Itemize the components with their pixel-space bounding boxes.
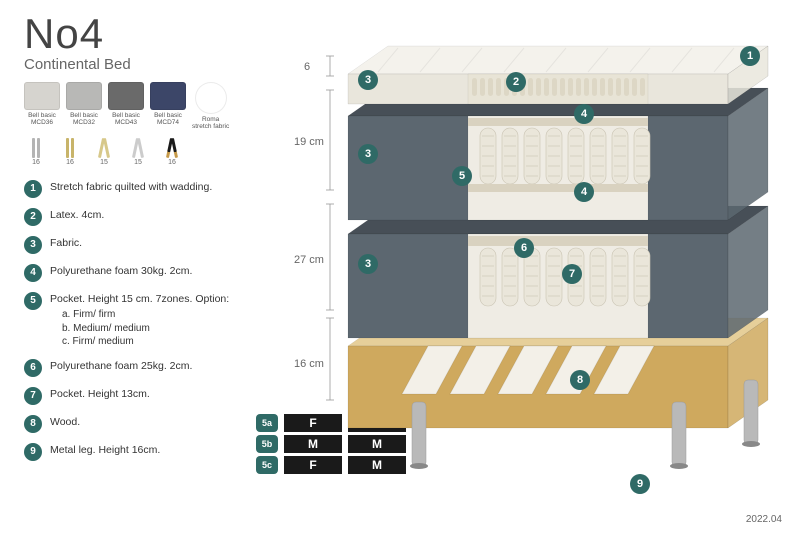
dim-label: 16 cm	[294, 358, 324, 370]
leg-icon	[160, 132, 184, 158]
legend-bullet: 8	[24, 415, 42, 433]
product-subtitle: Continental Bed	[24, 56, 131, 73]
legend-item: 8Wood.	[24, 415, 274, 433]
leg-option: 15	[92, 132, 116, 166]
revision-date: 2022.04	[746, 514, 782, 525]
firmness-key: 5c	[256, 456, 278, 474]
leg-icon	[92, 132, 116, 158]
dim-label: 19 cm	[294, 136, 324, 148]
swatch-chip	[66, 82, 102, 110]
legend-bullet: 7	[24, 387, 42, 405]
legend-item: 1Stretch fabric quilted with wadding.	[24, 180, 274, 198]
legend-item: 7Pocket. Height 13cm.	[24, 387, 274, 405]
leg-option: 16	[58, 132, 82, 166]
swatch: Bell basicMCD32	[66, 82, 102, 130]
callout-bubble: 4	[574, 104, 594, 124]
swatch-chip	[108, 82, 144, 110]
callout-bubble: 3	[358, 254, 378, 274]
swatch-chip	[195, 82, 227, 114]
legend-bullet: 9	[24, 443, 42, 461]
dim-label: 6	[304, 61, 310, 73]
leg-option: 16	[160, 132, 184, 166]
fabric-swatches: Bell basicMCD36Bell basicMCD32Bell basic…	[24, 82, 229, 130]
dim-label: 27 cm	[294, 254, 324, 266]
callout-bubble: 1	[740, 46, 760, 66]
firmness-key: 5a	[256, 414, 278, 432]
callout-bubble: 8	[570, 370, 590, 390]
callout-bubble: 5	[452, 166, 472, 186]
leg-options: 16 16 15 15 16	[24, 132, 184, 166]
legend-item: 5Pocket. Height 15 cm. 7zones. Option:a.…	[24, 292, 274, 349]
callout-bubble: 2	[506, 72, 526, 92]
leg-icon	[58, 132, 82, 158]
callout-bubble: 6	[514, 238, 534, 258]
leg-icon	[24, 132, 48, 158]
swatch: Bell basicMCD36	[24, 82, 60, 130]
callout-bubble: 7	[562, 264, 582, 284]
legend-item: 9Metal leg. Height 16cm.	[24, 443, 274, 461]
materials-legend: 1Stretch fabric quilted with wadding. 2La…	[24, 180, 274, 471]
swatch: Bell basicMCD74	[150, 82, 186, 130]
swatch: Romastretch fabric	[192, 82, 229, 130]
swatch-chip	[150, 82, 186, 110]
firmness-key: 5b	[256, 435, 278, 453]
legend-bullet: 1	[24, 180, 42, 198]
leg-icon	[126, 132, 150, 158]
callout-bubble: 3	[358, 144, 378, 164]
legend-bullet: 2	[24, 208, 42, 226]
legend-bullet: 3	[24, 236, 42, 254]
product-title: No4	[24, 10, 131, 58]
callout-bubble: 3	[358, 70, 378, 90]
callout-bubble: 9	[630, 474, 650, 494]
legend-item: 4Polyurethane foam 30kg. 2cm.	[24, 264, 274, 282]
callout-bubble: 4	[574, 182, 594, 202]
legend-bullet: 6	[24, 359, 42, 377]
legend-bullet: 5	[24, 292, 42, 310]
cutaway-diagram: 6 19 cm 27 cm 16 cm 123435436789	[308, 18, 780, 488]
swatch-chip	[24, 82, 60, 110]
leg-option: 15	[126, 132, 150, 166]
legend-item: 2Latex. 4cm.	[24, 208, 274, 226]
legend-item: 6Polyurethane foam 25kg. 2cm.	[24, 359, 274, 377]
swatch: Bell basicMCD43	[108, 82, 144, 130]
legend-bullet: 4	[24, 264, 42, 282]
legend-item: 3Fabric.	[24, 236, 274, 254]
leg-option: 16	[24, 132, 48, 166]
